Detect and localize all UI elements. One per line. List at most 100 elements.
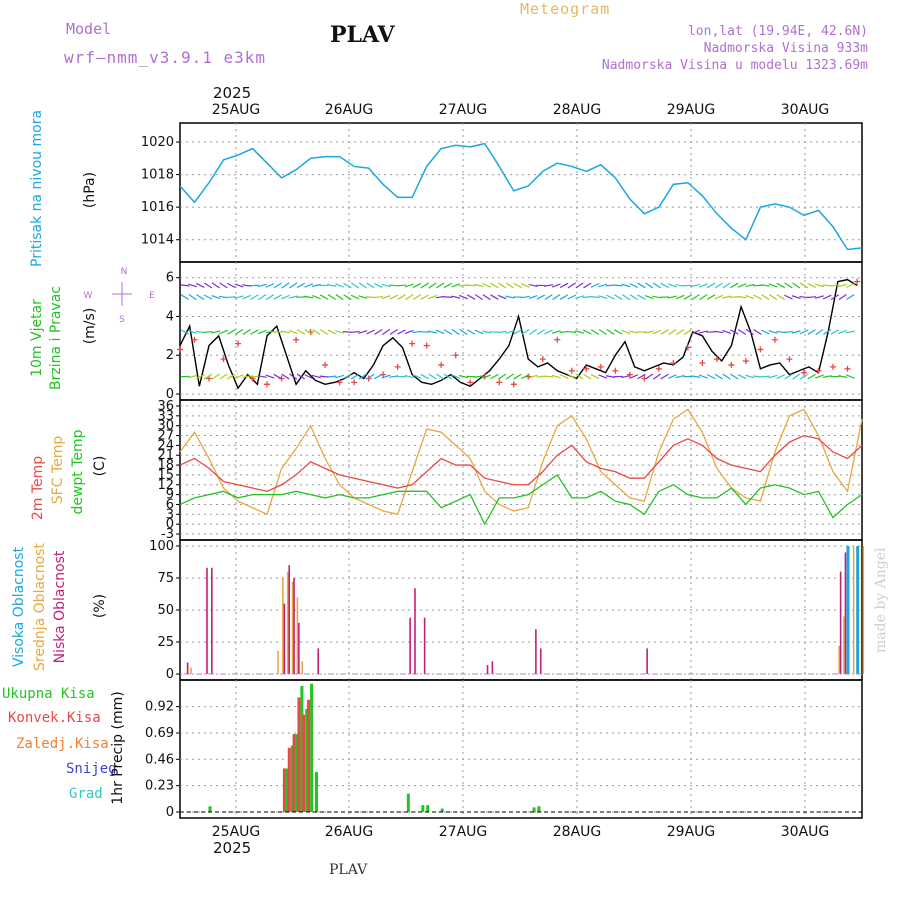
wind-arrow	[327, 294, 336, 301]
wind-arrow	[737, 329, 747, 335]
precip-bar	[302, 714, 306, 812]
wind-arrow	[598, 283, 608, 288]
wind-arrow	[374, 329, 383, 335]
wind-gust-marker	[612, 367, 619, 374]
wind-arrow	[304, 295, 314, 299]
wind-arrow	[691, 375, 701, 378]
cloud-bar	[846, 546, 850, 674]
wind-arrow	[521, 374, 530, 380]
wind-arrow	[745, 328, 754, 336]
wind-arrow	[691, 283, 701, 288]
y-tick-label: 25	[157, 635, 174, 650]
wind-arrow	[335, 294, 344, 301]
model-name: wrf—nmm_v3.9.1 e3km	[64, 48, 267, 67]
wind-arrow	[389, 375, 399, 378]
wind-arrow	[319, 375, 329, 378]
wind-arrow	[752, 375, 763, 378]
wind-arrow	[838, 329, 848, 335]
wind-arrow	[807, 373, 816, 380]
wind-arrow	[443, 329, 453, 335]
cloud-bar	[852, 546, 855, 674]
wind-arrow	[459, 328, 468, 335]
wind-arrow	[791, 295, 801, 299]
wind-arrow	[203, 282, 213, 289]
wind-arrow	[490, 294, 499, 300]
wind-arrow	[575, 295, 585, 299]
wind-arrow	[822, 284, 832, 287]
cloud-bar	[288, 565, 291, 674]
wind-arrow	[676, 328, 685, 335]
wind-arrow	[219, 373, 228, 380]
cloud-bar	[839, 571, 842, 674]
wind-arrow	[234, 283, 244, 288]
wind-arrow	[815, 374, 824, 379]
x-tick-top: 30AUG	[781, 102, 830, 118]
wind-arrow	[319, 294, 329, 300]
wind-gust-marker	[684, 344, 691, 351]
wind-arrow	[436, 373, 445, 380]
precip-bar	[537, 806, 541, 812]
wind-arrow	[575, 330, 585, 334]
cloud-bar	[535, 629, 537, 674]
wind-arrow	[575, 373, 584, 380]
station-title: PLAV	[330, 22, 395, 48]
wind-arrow	[645, 282, 654, 289]
wind-arrow	[583, 282, 592, 289]
wind-arrow	[350, 294, 360, 300]
wind-arrow	[304, 374, 313, 380]
cloud-bar	[838, 645, 840, 674]
wind-arrow	[335, 283, 345, 288]
wind-arrow	[366, 329, 375, 335]
wind-gust-marker	[322, 361, 329, 368]
wind-arrow	[350, 373, 360, 380]
wind-arrow	[358, 373, 367, 380]
wind-arrow	[436, 282, 445, 289]
wind-arrow	[776, 282, 785, 289]
wind-arrow	[319, 329, 329, 335]
wind-arrow	[784, 294, 793, 300]
dewpoint-line	[179, 474, 863, 526]
wind-arrow	[760, 329, 770, 335]
wind-arrow	[466, 329, 476, 335]
coords-label: lon,lat (19.94E, 42.6N)	[687, 24, 868, 39]
wind-arrow	[776, 330, 786, 334]
wind-arrow	[304, 329, 313, 335]
wind-arrow	[405, 294, 414, 301]
cloud-bar	[291, 581, 294, 674]
wind-arrow	[451, 295, 461, 299]
x-tick-bottom: 29AUG	[667, 824, 716, 840]
y-tick-label: -3	[161, 527, 174, 542]
wind-arrow	[567, 373, 576, 380]
wind-arrow	[427, 330, 438, 334]
wind-arrow	[482, 283, 492, 288]
cloud-bar	[301, 661, 304, 674]
wind-arrow	[498, 373, 507, 380]
wind-gust-marker	[568, 367, 575, 374]
wind-arrow	[257, 283, 267, 288]
wind-arrow	[582, 296, 592, 299]
wind-arrow	[784, 373, 793, 380]
wind-arrow	[551, 283, 561, 288]
wind-arrow	[567, 282, 576, 289]
wind-arrow	[737, 283, 747, 288]
wind-arrow	[730, 329, 739, 335]
wind-arrow	[567, 294, 577, 300]
wind-gust-marker	[438, 361, 445, 368]
wind-arrow	[312, 328, 321, 336]
wind-arrow	[652, 373, 661, 380]
panel-frame-5	[179, 679, 863, 819]
y-tick-label: 0.23	[145, 779, 174, 794]
wind-arrow	[458, 284, 468, 287]
wind-arrow	[188, 283, 198, 288]
wind-arrow	[698, 283, 708, 288]
wind-arrow	[381, 295, 391, 299]
precip-bar	[292, 734, 296, 812]
wind-arrow	[327, 329, 337, 335]
wind-arrow	[799, 295, 809, 299]
wind-arrow	[281, 282, 290, 289]
y-tick-label: 3	[166, 507, 174, 522]
wind-gust-marker	[177, 346, 183, 353]
wind-arrow	[443, 282, 453, 289]
wind-arrow	[776, 294, 785, 300]
